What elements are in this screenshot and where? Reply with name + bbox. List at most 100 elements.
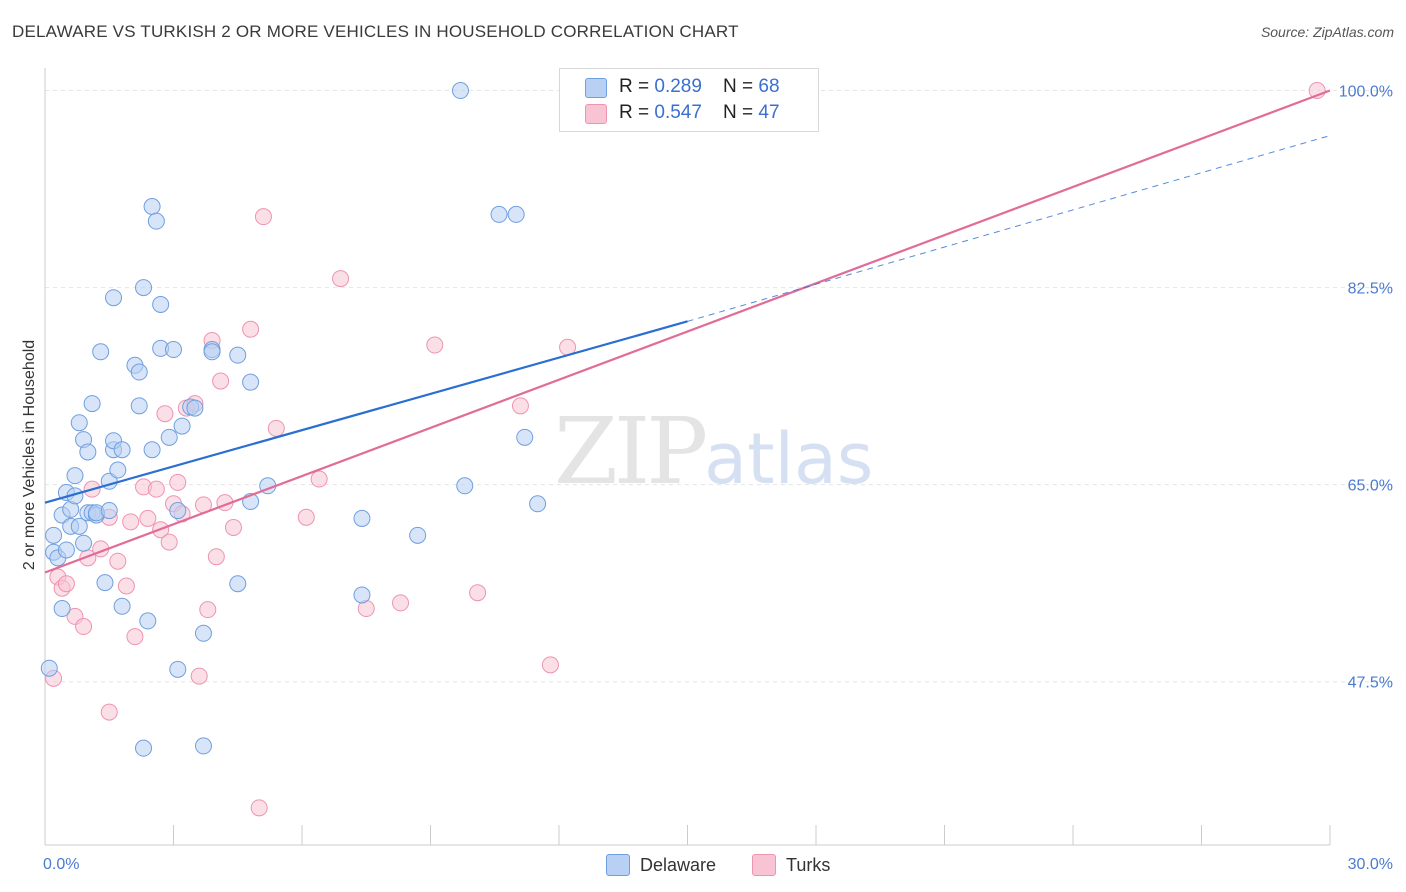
bottom-turks-label: Turks — [786, 854, 831, 875]
axes — [44, 68, 1331, 846]
turks-point — [100, 703, 118, 721]
delaware-point — [92, 343, 110, 361]
delaware-point — [105, 289, 123, 307]
turks-point — [254, 208, 272, 226]
turks-point — [297, 508, 315, 526]
turks-point — [169, 473, 187, 491]
turks-point — [250, 799, 268, 817]
turks-point — [310, 470, 328, 488]
y-tick-label: 82.5% — [1348, 281, 1393, 298]
delaware-point — [130, 363, 148, 381]
turks-n-value: 47 — [758, 102, 780, 123]
turks-point — [75, 618, 93, 636]
source-label: Source: ZipAtlas.com — [1260, 24, 1394, 40]
delaware-point — [100, 502, 118, 520]
delaware-n-value: 68 — [758, 76, 780, 97]
turks-point — [147, 480, 165, 498]
delaware-point — [109, 461, 127, 479]
delaware-point — [169, 502, 187, 520]
watermark-zip: ZIP — [554, 398, 708, 505]
turks-point — [160, 533, 178, 551]
delaware-swatch — [585, 78, 607, 98]
y-tick-label: 65.0% — [1348, 478, 1393, 495]
delaware-point — [229, 575, 247, 593]
delaware-point — [143, 198, 161, 216]
turks-point — [224, 518, 242, 536]
delaware-point — [113, 441, 131, 459]
delaware-point — [70, 517, 88, 535]
delaware-point — [135, 279, 153, 297]
delaware-trend-line — [44, 320, 688, 504]
delaware-r-value: 0.289 — [654, 76, 702, 97]
delaware-point — [203, 343, 221, 361]
delaware-trend-extension — [687, 135, 1331, 322]
delaware-point — [409, 526, 427, 544]
delaware-point — [194, 624, 212, 642]
turks-point — [212, 372, 230, 390]
delaware-point — [135, 739, 153, 757]
delaware-points — [40, 82, 547, 757]
delaware-point — [147, 212, 165, 230]
turks-point — [122, 513, 140, 531]
delaware-point — [507, 205, 525, 223]
delaware-point — [130, 397, 148, 415]
delaware-point — [79, 443, 97, 461]
legend-row-delaware: R = 0.289 N = 68 — [585, 74, 780, 100]
x-tick-label: 0.0% — [43, 856, 79, 873]
delaware-point — [75, 534, 93, 552]
bottom-delaware-swatch — [606, 854, 630, 876]
bottom-legend-delaware: Delaware — [606, 852, 716, 878]
delaware-point — [169, 660, 187, 678]
watermark-atlas: atlas — [704, 418, 874, 500]
turks-point — [199, 601, 217, 619]
turks-point — [156, 405, 174, 423]
x-tick-labels: 0.0% 30.0% — [43, 856, 1393, 873]
delaware-point — [57, 541, 75, 559]
turks-point — [392, 594, 410, 612]
delaware-point — [353, 586, 371, 604]
delaware-point — [152, 295, 170, 313]
delaware-point — [490, 205, 508, 223]
turks-point — [242, 320, 260, 338]
delaware-point — [173, 417, 191, 435]
delaware-point — [96, 574, 114, 592]
turks-point — [117, 577, 135, 595]
delaware-point — [45, 526, 63, 544]
delaware-point — [456, 477, 474, 495]
delaware-r-label: R = — [619, 76, 655, 97]
turks-point — [207, 548, 225, 566]
delaware-n-label: N = — [723, 76, 759, 97]
bottom-turks-swatch — [752, 854, 776, 876]
delaware-point — [143, 441, 161, 459]
delaware-point — [113, 597, 131, 615]
delaware-point — [451, 82, 469, 100]
turks-point — [267, 419, 285, 437]
delaware-point — [83, 395, 101, 413]
delaware-point — [529, 495, 547, 513]
delaware-point — [194, 737, 212, 755]
legend-row-turks: R = 0.547 N = 47 — [585, 100, 780, 126]
turks-swatch — [585, 104, 607, 124]
turks-point — [541, 656, 559, 674]
delaware-point — [70, 414, 88, 432]
delaware-point — [160, 428, 178, 446]
delaware-point — [139, 612, 157, 630]
bottom-legend-turks: Turks — [752, 852, 830, 878]
delaware-point — [186, 399, 204, 417]
chart-title: DELAWARE VS TURKISH 2 OR MORE VEHICLES I… — [12, 22, 739, 41]
y-tick-label: 100.0% — [1339, 84, 1393, 101]
delaware-point — [516, 428, 534, 446]
delaware-point — [242, 373, 260, 391]
turks-point — [139, 509, 157, 527]
delaware-point — [229, 346, 247, 364]
correlation-legend: R = 0.289 N = 68 R = 0.547 N = 47 — [559, 68, 819, 132]
y-tick-label: 47.5% — [1348, 675, 1393, 692]
turks-point — [469, 584, 487, 602]
delaware-point — [66, 467, 84, 485]
turks-point — [126, 628, 144, 646]
y-tick-labels: 47.5% 65.0% 82.5% 100.0% — [1339, 84, 1393, 692]
delaware-point — [53, 600, 71, 618]
delaware-point — [353, 509, 371, 527]
turks-n-label: N = — [723, 102, 759, 123]
